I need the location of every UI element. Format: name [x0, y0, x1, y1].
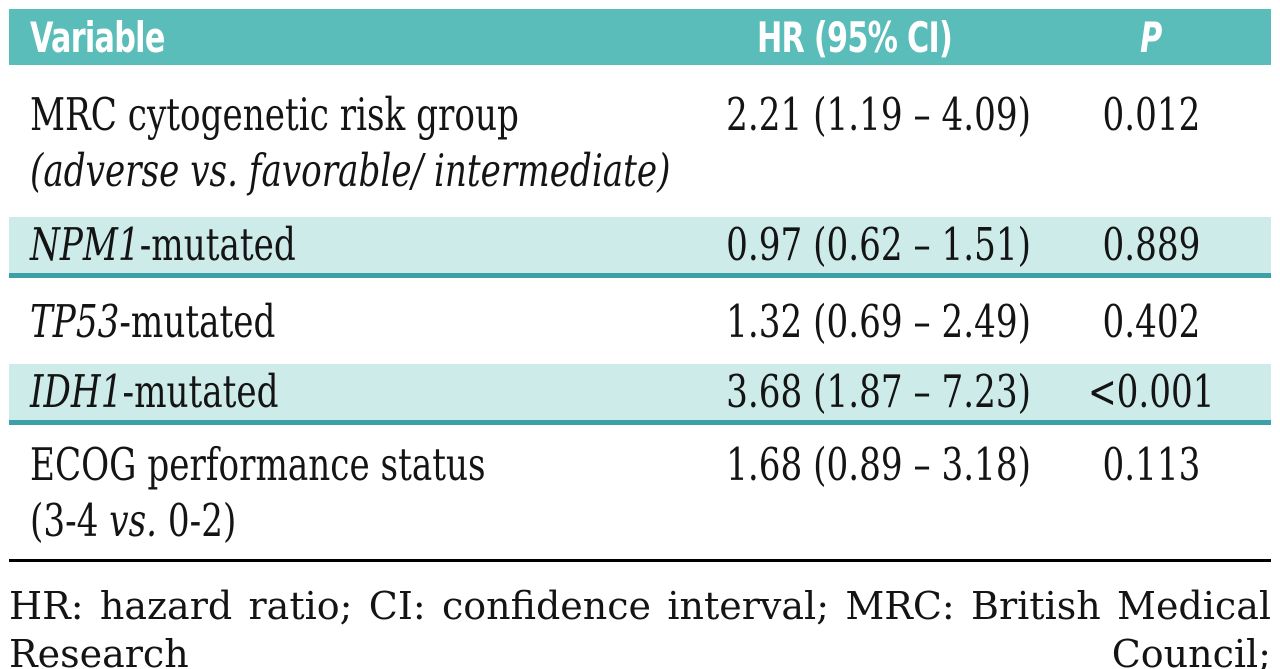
- hr-cell: 1.68 (0.89 – 3.18): [678, 423, 1031, 561]
- column-header-hr: HR (95% CI): [756, 12, 953, 62]
- hr-cell: 0.97 (0.62 – 1.51): [677, 217, 1032, 278]
- column-header-hr-cell: HR (95% CI): [677, 9, 1032, 65]
- variable-label: ECOG performance status: [30, 438, 486, 491]
- variable-sublabel: (3-4 vs. 0-2): [30, 493, 236, 549]
- gene-name: TP53: [30, 295, 120, 348]
- variable-label: NPM1-mutated: [30, 217, 296, 273]
- variable-label: TP53-mutated: [30, 294, 275, 350]
- p-value: 0.402: [1102, 295, 1201, 348]
- variable-line-2: (adverse vs. favorable/ intermediate): [30, 143, 678, 199]
- hr-value: 0.97 (0.62 – 1.51): [725, 218, 1031, 271]
- hr-value: 3.68 (1.87 – 7.23): [725, 365, 1031, 418]
- variable-cell: MRC cytogenetic risk group (adverse vs. …: [9, 65, 678, 217]
- table-row-tp53: TP53-mutated 1.32 (0.69 – 2.49) 0.402: [9, 276, 1271, 365]
- table-row-idh1: IDH1-mutated 3.68 (1.87 – 7.23) <0.001: [9, 364, 1271, 425]
- variable-line-1: ECOG performance status: [30, 437, 678, 493]
- hr-cell: 2.21 (1.19 – 4.09): [678, 65, 1031, 217]
- variable-line-1: MRC cytogenetic risk group: [30, 87, 678, 143]
- hr-value: 1.68 (0.89 – 3.18): [725, 438, 1031, 491]
- results-table: Variable HR (95% CI) P MRC cytogenetic r…: [9, 9, 1271, 562]
- variable-cell: NPM1-mutated: [9, 217, 678, 278]
- p-cell: 0.012: [1031, 65, 1271, 217]
- sublabel-post: 0-2): [157, 494, 237, 547]
- footnote-line-1: HR: hazard ratio; CI: confidence interva…: [9, 584, 1271, 669]
- gene-name: IDH1: [30, 365, 123, 418]
- variable-cell: IDH1-mutated: [9, 364, 678, 425]
- table-row-mrc-cytogenetic: MRC cytogenetic risk group (adverse vs. …: [9, 65, 1271, 217]
- p-value: 0.113: [1102, 438, 1201, 491]
- p-value: 0.889: [1102, 218, 1201, 271]
- gene-suffix: -mutated: [139, 218, 296, 271]
- gene-suffix: -mutated: [119, 295, 276, 348]
- gene-suffix: -mutated: [122, 365, 279, 418]
- p-cell: <0.001: [1031, 364, 1271, 425]
- p-value: 0.012: [1102, 88, 1201, 141]
- table-row-ecog: ECOG performance status (3-4 vs. 0-2) 1.…: [9, 423, 1271, 561]
- table-body: MRC cytogenetic risk group (adverse vs. …: [9, 65, 1271, 561]
- hr-value: 2.21 (1.19 – 4.09): [725, 88, 1031, 141]
- variable-line-2: (3-4 vs. 0-2): [30, 493, 678, 549]
- variable-label: IDH1-mutated: [30, 364, 279, 420]
- variable-cell: TP53-mutated: [9, 276, 678, 365]
- p-cell: 0.113: [1031, 423, 1271, 561]
- column-header-variable: Variable: [30, 12, 165, 62]
- sublabel-vs: vs.: [109, 494, 158, 547]
- column-header-p-cell: P: [1031, 9, 1271, 65]
- sublabel-pre: (3-4: [30, 494, 110, 547]
- variable-sublabel: (adverse vs. favorable/ intermediate): [30, 144, 671, 197]
- table-row-npm1: NPM1-mutated 0.97 (0.62 – 1.51) 0.889: [9, 217, 1271, 278]
- header-row: Variable HR (95% CI) P: [9, 9, 1271, 65]
- hr-cell: 1.32 (0.69 – 2.49): [678, 276, 1031, 365]
- gene-name: NPM1: [30, 218, 140, 271]
- hr-cell: 3.68 (1.87 – 7.23): [677, 364, 1032, 425]
- footnote: HR: hazard ratio; CI: confidence interva…: [9, 582, 1271, 669]
- variable-label: MRC cytogenetic risk group: [30, 88, 519, 141]
- p-value: <0.001: [1087, 365, 1215, 418]
- column-header-variable-cell: Variable: [9, 9, 678, 65]
- p-cell: 0.402: [1031, 276, 1271, 365]
- hr-value: 1.32 (0.69 – 2.49): [725, 295, 1031, 348]
- variable-cell: ECOG performance status (3-4 vs. 0-2): [9, 423, 678, 561]
- column-header-p: P: [1140, 12, 1162, 62]
- p-cell: 0.889: [1031, 217, 1271, 278]
